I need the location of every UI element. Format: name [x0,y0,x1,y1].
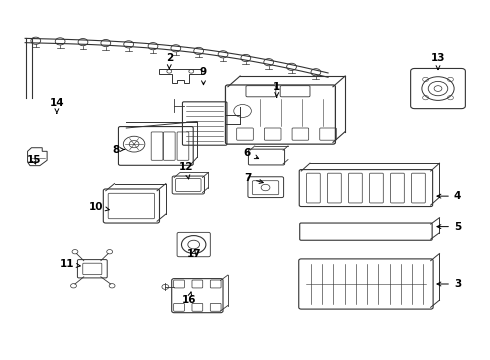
Text: 15: 15 [26,155,41,165]
Text: 11: 11 [59,259,80,269]
Text: 6: 6 [244,148,259,159]
Text: 2: 2 [166,53,173,69]
Text: 3: 3 [437,279,461,289]
Text: 10: 10 [89,202,109,212]
Text: 4: 4 [437,191,461,201]
Text: 16: 16 [182,292,196,305]
Text: 12: 12 [179,162,194,179]
Text: 9: 9 [200,67,207,85]
Text: 8: 8 [112,144,125,154]
Text: 1: 1 [273,82,280,97]
Text: 14: 14 [49,98,64,113]
Text: 17: 17 [186,248,201,258]
Text: 5: 5 [437,222,461,231]
Text: 7: 7 [244,173,263,183]
Text: 13: 13 [431,53,445,69]
